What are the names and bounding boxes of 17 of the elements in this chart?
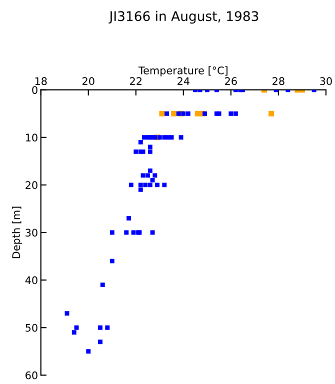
x-axis-title: Temperature [°C] xyxy=(138,66,228,76)
x-tick-label: 20 xyxy=(82,77,94,86)
x-tick-label: 30 xyxy=(320,77,332,86)
x-tick-label: 24 xyxy=(178,77,190,85)
y-tick-label: 30 xyxy=(26,228,38,237)
y-tick-label: 50 xyxy=(26,324,38,332)
y-tick-label: 10 xyxy=(26,134,38,142)
y-tick-label: 40 xyxy=(25,276,38,284)
x-tick-label: 22 xyxy=(130,77,142,85)
y-tick-label: 0 xyxy=(32,86,38,94)
y-tick-label: 20 xyxy=(26,181,38,190)
y-tick-label: 60 xyxy=(26,371,38,380)
chart-title: JI3166 in August, 1983 xyxy=(108,10,258,24)
y-axis-title: Depth [m] xyxy=(12,206,22,258)
x-tick-label: 18 xyxy=(35,77,47,86)
x-tick-label: 26 xyxy=(225,77,237,86)
x-tick-label: 28 xyxy=(272,77,284,86)
